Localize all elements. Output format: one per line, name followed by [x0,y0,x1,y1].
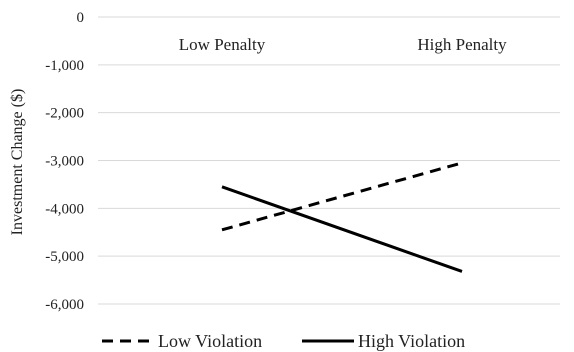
series-line-low-violation [221,161,463,232]
y-axis-title: Investment Change ($) [9,89,26,236]
legend-label: High Violation [358,331,465,351]
category-labels: Low Penalty High Penalty [179,35,507,54]
y-tick-label: -1,000 [45,58,84,74]
y-tick-labels: 0 -1,000 -2,000 -3,000 -4,000 -5,000 -6,000 [45,10,84,313]
y-tick-label: -2,000 [45,106,84,122]
category-label: Low Penalty [179,35,266,54]
category-label: High Penalty [417,35,507,54]
legend-label: Low Violation [158,331,262,351]
y-tick-label: 0 [77,10,85,26]
legend: Low Violation High Violation [102,331,465,351]
gridlines [98,16,560,305]
y-tick-label: -3,000 [45,154,84,170]
y-tick-label: -5,000 [45,249,84,265]
y-tick-label: -4,000 [45,201,84,217]
series-line-high-violation [221,185,463,273]
y-tick-label: -6,000 [45,297,84,313]
series-lines [221,161,463,273]
